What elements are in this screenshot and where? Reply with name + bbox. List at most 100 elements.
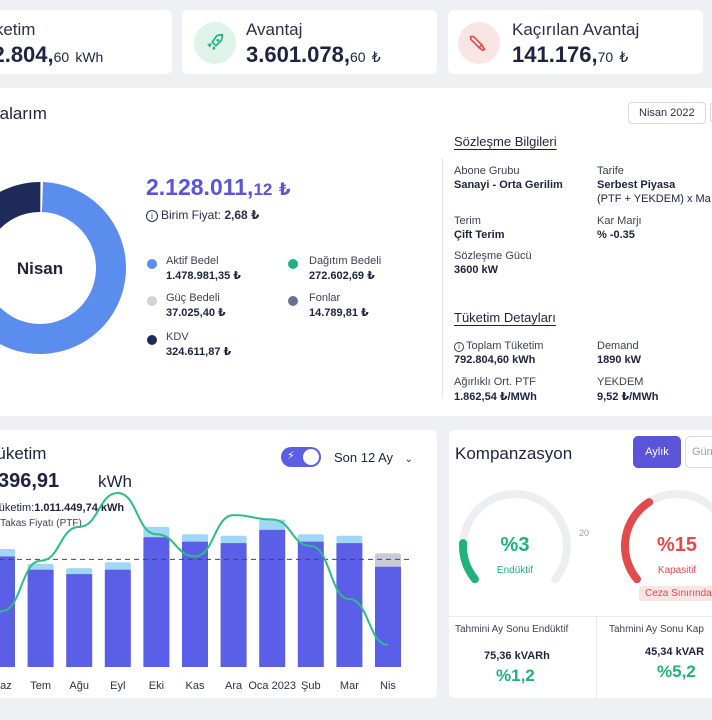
kpi-card-advantage: Avantaj 3.601.078,60 ₺ bbox=[182, 10, 437, 74]
capacitive-value: %15 bbox=[657, 534, 697, 556]
capacitive-penalty-badge: Ceza Sınırında bbox=[639, 586, 712, 601]
x-tick-label: Haz bbox=[0, 680, 12, 692]
yekdem-label: YEKDEM bbox=[597, 376, 644, 388]
kpi-advantage-value: 3.601.078,60 ₺ bbox=[246, 42, 381, 67]
legend-dot-guc bbox=[147, 296, 157, 306]
inductive-value: %3 bbox=[501, 534, 530, 556]
consumption-big-unit: kWh bbox=[98, 472, 132, 491]
demand-value: 1890 kW bbox=[597, 354, 642, 366]
x-tick-label: Ara bbox=[225, 680, 243, 692]
month-selector[interactable]: Nisan 2022 bbox=[628, 102, 706, 124]
bar-0[interactable] bbox=[0, 556, 15, 667]
bar-top-6[interactable] bbox=[220, 535, 247, 544]
x-tick-label: Mar bbox=[340, 680, 359, 692]
compensation-card: Kompanzasyon Aylık Gün 20 %3 Endüktif %1… bbox=[449, 430, 712, 698]
capacitive-gauge-fill bbox=[621, 498, 654, 584]
x-tick-label: Eyl bbox=[110, 680, 125, 692]
bar-2[interactable] bbox=[66, 574, 93, 667]
est-capacitive-value: 45,34 kVAR bbox=[645, 646, 705, 658]
info-icon: i bbox=[454, 342, 464, 352]
tab-monthly[interactable]: Aylık bbox=[633, 436, 681, 468]
rocket-icon bbox=[194, 22, 236, 64]
bar-top-9[interactable] bbox=[336, 535, 363, 544]
toggle-knob bbox=[303, 449, 319, 465]
kpi-missed-value: 141.176,70 ₺ bbox=[512, 42, 629, 67]
kpi-advantage-label: Avantaj bbox=[246, 20, 303, 39]
bar-1[interactable] bbox=[27, 569, 54, 667]
legend-aktif-value: 1.478.981,35 ₺ bbox=[166, 270, 241, 282]
toplam-value: 792.804,60 kWh bbox=[454, 354, 536, 366]
bar-8[interactable] bbox=[297, 541, 324, 667]
x-tick-label: Şub bbox=[301, 680, 321, 692]
tab-daily[interactable]: Gün bbox=[685, 436, 712, 468]
donut-slice-0[interactable] bbox=[0, 182, 126, 354]
demand-label: Demand bbox=[597, 340, 639, 352]
unit-price: i Birim Fiyat: 2,68 ₺ bbox=[146, 208, 259, 222]
bar-top-5[interactable] bbox=[182, 534, 208, 542]
bar-9[interactable] bbox=[336, 543, 363, 667]
invoice-total: 2.128.011,12 ₺ bbox=[146, 174, 291, 200]
x-tick-label: Eki bbox=[149, 680, 164, 692]
invoice-title: Faturalarım bbox=[0, 104, 47, 123]
lightning-icon: ⚡ bbox=[287, 450, 295, 462]
tarife-value-1: Serbest Piyasa bbox=[597, 179, 676, 191]
inductive-gauge-fill bbox=[459, 539, 479, 584]
guc-value: 3600 kW bbox=[454, 264, 499, 276]
legend-kdv-value: 324.611,87 ₺ bbox=[166, 346, 232, 358]
compensation-gauges: 20 %3 Endüktif %15 Kapasitif bbox=[459, 490, 712, 584]
terim-label: Terim bbox=[454, 215, 481, 227]
contract-title[interactable]: Sözleşme Bilgileri bbox=[454, 134, 557, 149]
consumption-big-value: 396,91 bbox=[0, 470, 60, 492]
x-tick-label: Kas bbox=[186, 680, 205, 692]
bar-4[interactable] bbox=[143, 537, 170, 667]
ptf-label: Ağırlıklı Ort. PTF bbox=[454, 376, 536, 388]
bar-6[interactable] bbox=[220, 543, 247, 667]
inductive-max: 20 bbox=[579, 528, 589, 538]
consumption-details-title[interactable]: Tüketim Detayları bbox=[454, 310, 556, 325]
bar-top-7[interactable] bbox=[259, 519, 286, 530]
falling-rocket-icon bbox=[458, 22, 500, 64]
consumption-chart-title: Tüketim bbox=[0, 444, 47, 463]
bar-top-0[interactable] bbox=[0, 549, 15, 557]
guc-label: Sözleşme Gücü bbox=[454, 250, 532, 262]
estimates-vertical-divider bbox=[596, 616, 597, 698]
legend-guc-name: Güç Bedeli bbox=[166, 292, 220, 304]
chart-toggle[interactable]: ⚡ bbox=[281, 447, 321, 467]
ptf-value: 1.862,54 ₺/MWh bbox=[454, 391, 537, 403]
legend-kdv-name: KDV bbox=[166, 331, 189, 343]
est-inductive-label: Tahmini Ay Sonu Endüktif bbox=[455, 624, 569, 635]
est-inductive-value: 75,36 kVARh bbox=[484, 650, 550, 662]
donut-slice-4[interactable] bbox=[0, 182, 41, 234]
bar-top-10[interactable] bbox=[375, 553, 401, 567]
legend-dot-fonlar bbox=[288, 296, 298, 306]
kpi-card-consumption: Tüketim 792.804,60 kWh bbox=[0, 10, 172, 74]
x-tick-label: Nis bbox=[380, 680, 396, 692]
abone-value: Sanayi - Orta Gerilim bbox=[454, 179, 563, 191]
x-tick-label: Ağu bbox=[69, 680, 89, 692]
bar-top-3[interactable] bbox=[104, 562, 131, 570]
abone-label: Abone Grubu bbox=[454, 165, 520, 177]
invoice-donut-chart: Nisan bbox=[0, 182, 126, 354]
yekdem-value: 9,52 ₺/MWh bbox=[597, 391, 659, 403]
inductive-label: Endüktif bbox=[497, 565, 533, 576]
range-selector[interactable]: Son 12 Ay ⌄ bbox=[334, 450, 414, 465]
ptf-legend: a Takas Fiyatı (PTF) bbox=[0, 518, 82, 529]
tarife-label: Tarife bbox=[597, 165, 624, 177]
vertical-divider bbox=[442, 158, 443, 398]
bar-top-1[interactable] bbox=[27, 563, 54, 570]
bar-10[interactable] bbox=[375, 566, 401, 667]
kar-value: % -0.35 bbox=[597, 229, 635, 241]
x-tick-label: Oca 2023 bbox=[248, 680, 296, 692]
kpi-consumption-label: Tüketim bbox=[0, 20, 36, 39]
kpi-card-missed-advantage: Kaçırılan Avantaj 141.176,70 ₺ bbox=[448, 10, 703, 74]
toplam-label: i Toplam Tüketim bbox=[454, 340, 543, 352]
legend-dot-dagitim bbox=[288, 259, 298, 269]
bar-top-2[interactable] bbox=[66, 568, 93, 575]
bar-top-8[interactable] bbox=[297, 534, 324, 542]
bar-7[interactable] bbox=[259, 529, 286, 667]
donut-center-label: Nisan bbox=[17, 259, 63, 278]
tarife-value-2: (PTF + YEKDEM) x Ma bbox=[597, 193, 711, 205]
legend-guc-value: 37.025,40 ₺ bbox=[166, 307, 226, 319]
bar-5[interactable] bbox=[182, 541, 208, 667]
bar-3[interactable] bbox=[104, 569, 131, 667]
